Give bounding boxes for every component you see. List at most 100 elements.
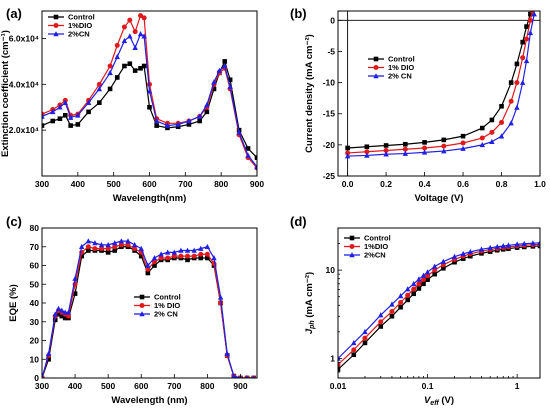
data-point [138,253,144,259]
legend-marker [349,235,355,241]
series-line-2 [338,242,540,359]
data-point [467,248,474,255]
data-point [137,31,144,37]
legend-label: 2% CN [388,72,412,81]
data-point [175,121,181,127]
legend-label: 1%DIO [364,242,388,251]
data-point [402,150,409,156]
y-tick-label: 60 [30,261,40,271]
data-point [57,104,63,110]
data-point [514,61,520,67]
x-tick-label: 0.2 [380,179,392,189]
data-point [46,356,51,362]
data-point [121,24,127,30]
data-point [425,273,431,279]
data-point [138,245,144,251]
data-point [121,37,128,44]
data-point [425,277,430,282]
series-line-2 [42,33,257,168]
data-point [56,311,61,317]
data-point [118,238,125,244]
series-line-1 [338,243,540,366]
data-point [441,143,447,149]
x-tick-label: 400 [71,179,85,189]
legend-marker [349,252,355,258]
data-point [146,88,153,94]
data-point [107,86,113,92]
legend-label: Control [68,13,95,22]
data-point [338,367,341,372]
data-point [460,145,466,151]
data-point [114,53,120,60]
data-point [521,240,527,247]
data-point [178,253,184,259]
y-tick-label: -10 [323,78,336,88]
data-point [245,152,251,158]
data-point [441,148,447,154]
data-point [441,137,447,143]
data-point [422,140,427,145]
x-tick-label: 900 [250,179,264,189]
legend-marker [373,56,379,62]
x-axis-title: Veff (V) [424,395,454,407]
data-point [85,238,92,244]
data-point [389,301,395,307]
data-point [236,129,242,135]
data-point [107,63,113,69]
data-point [378,324,384,329]
data-point [422,145,428,151]
x-tick-label: 400 [68,381,82,391]
data-point [138,13,144,19]
data-point [383,151,389,157]
data-point [75,112,81,118]
data-point [519,79,526,85]
data-point [528,11,533,17]
data-point [245,146,251,151]
legend-marker [53,31,59,37]
data-point [171,253,177,259]
data-point [197,118,202,124]
data-point [125,238,131,244]
data-point [494,243,500,250]
data-point [452,259,457,265]
data-point [479,141,485,148]
panel-label: (a) [6,6,22,21]
data-point [523,57,530,64]
data-point [421,149,428,155]
data-point [211,79,217,85]
y-tick-label: 70 [30,242,40,252]
data-point [344,153,351,159]
panel-label: (c) [6,214,22,229]
data-point [362,335,368,341]
data-point [42,123,45,128]
data-point [537,239,540,246]
data-point [65,309,72,315]
data-point [530,6,535,11]
legend-marker [139,311,145,317]
data-point [489,138,495,145]
data-point [205,255,210,261]
data-point [397,293,404,299]
y-axis-title: Jph (mA cm⁻²) [304,272,316,334]
data-point [67,114,74,120]
data-point [345,145,350,151]
data-point [389,313,395,319]
x-axis-title: Wavelength (nm) [111,395,187,406]
legend-label: 2% CN [154,310,178,319]
data-point [500,243,506,249]
x-tick-label: 600 [142,179,156,189]
data-point [186,118,192,124]
data-point [378,312,384,318]
data-point [527,17,533,23]
data-point [127,33,133,39]
data-point [75,122,81,127]
data-point [52,317,58,323]
x-tick-label: 800 [214,179,228,189]
data-point [62,315,68,321]
y-tick-label: -15 [323,109,336,119]
data-point [222,63,228,69]
data-point [158,255,164,261]
data-point [141,63,147,69]
y-tick-label: 2.0x10⁴ [9,125,39,135]
